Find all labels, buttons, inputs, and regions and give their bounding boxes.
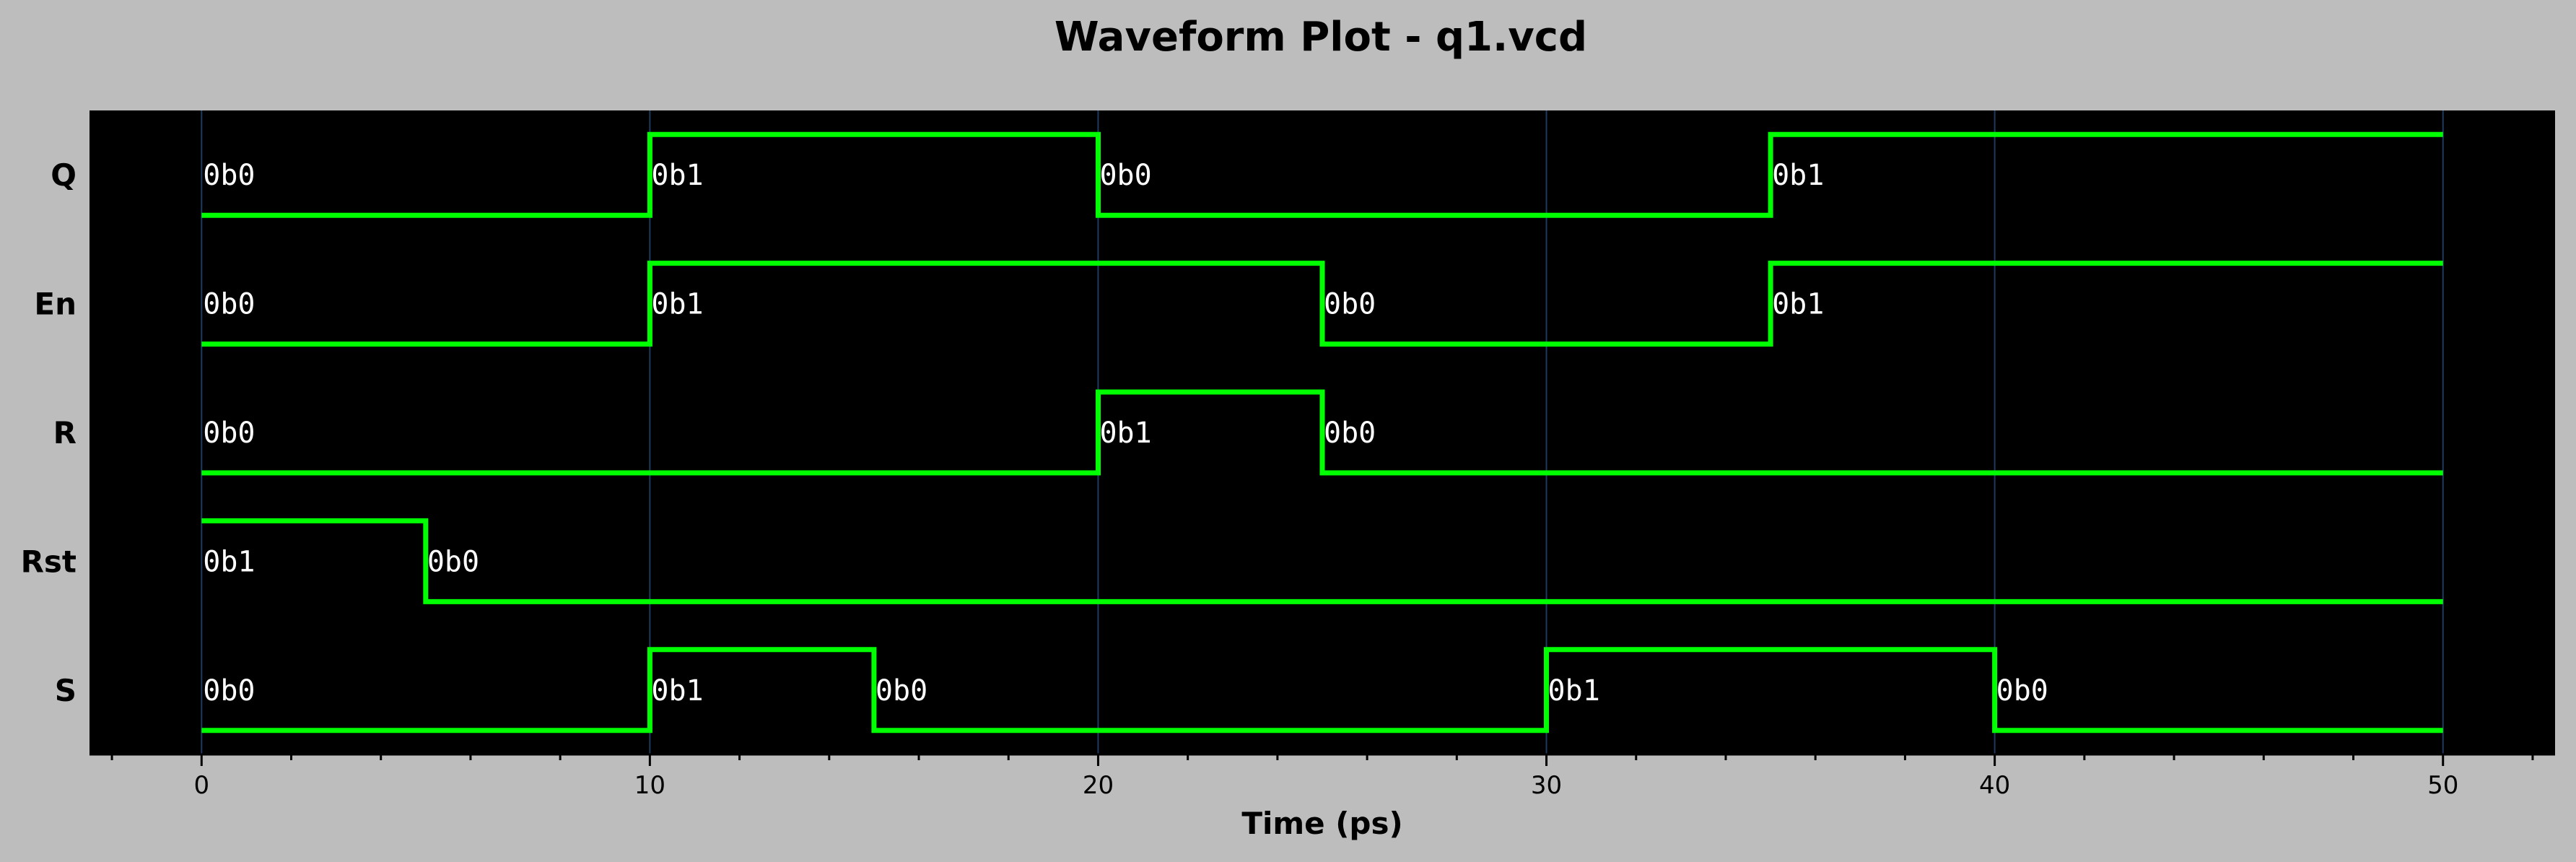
value-labels: 0b0 0b1 0b0 0b1 0b0 0b1 0b0 0b1 0b0 0b1 0b0 0b1 0b0 0…	[203, 159, 2048, 708]
x-tick-label: 10	[634, 771, 665, 800]
waveform-rst	[201, 518, 2443, 604]
x-axis-ticks: 0 10 20 30 40 50	[110, 754, 2534, 800]
value-label-s: 0b0	[876, 674, 927, 708]
value-label-r: 0b1	[1099, 417, 1151, 450]
value-label-en: 0b0	[1324, 288, 1376, 321]
x-tick-label: 0	[193, 771, 209, 800]
value-label-q: 0b0	[1099, 159, 1151, 192]
waveform-traces	[201, 131, 2443, 733]
value-label-rst: 0b1	[203, 545, 255, 578]
x-tick-label: 30	[1531, 771, 1562, 800]
value-label-s: 0b0	[203, 674, 255, 708]
value-label-en: 0b1	[651, 288, 703, 321]
x-tick-label: 40	[1979, 771, 2010, 800]
signal-label-rst: Rst	[21, 544, 77, 579]
value-label-en: 0b1	[1772, 288, 1824, 321]
signal-label-en: En	[34, 287, 77, 322]
value-label-r: 0b0	[1324, 417, 1376, 450]
value-label-q: 0b0	[203, 159, 255, 192]
waveform-s	[201, 647, 2443, 733]
value-label-s: 0b1	[1548, 674, 1600, 708]
signal-label-q: Q	[51, 157, 77, 193]
value-label-r: 0b0	[203, 417, 255, 450]
x-axis-label: Time (ps)	[1241, 806, 1402, 841]
chart-title: Waveform Plot - q1.vcd	[1055, 14, 1587, 61]
x-tick-label: 50	[2427, 771, 2458, 800]
value-label-s: 0b0	[1996, 674, 2048, 708]
signal-labels: Q En R Rst S	[21, 157, 77, 708]
value-label-q: 0b1	[651, 159, 703, 192]
signal-label-s: S	[55, 673, 77, 708]
value-label-rst: 0b0	[427, 545, 479, 578]
value-label-q: 0b1	[1772, 159, 1824, 192]
signal-label-r: R	[53, 415, 77, 450]
waveform-q	[201, 131, 2443, 218]
value-label-s: 0b1	[651, 674, 703, 708]
value-label-en: 0b0	[203, 288, 255, 321]
x-tick-label: 20	[1083, 771, 1114, 800]
waveform-r	[201, 389, 2443, 476]
waveform-en	[201, 261, 2443, 347]
